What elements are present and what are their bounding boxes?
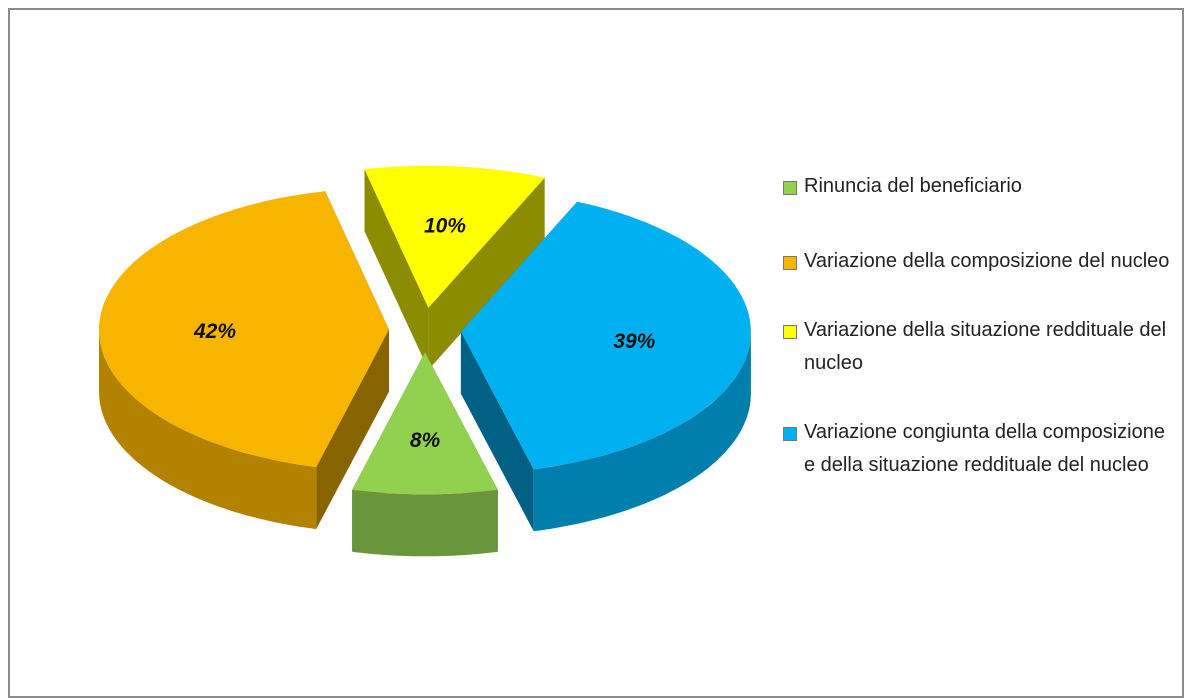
legend-swatch [783,181,797,195]
legend-label: Variazione della composizione del nucleo [804,250,1170,272]
slice-wall [428,177,545,370]
legend-swatch [783,256,797,270]
legend-entry: Variazione della composizione del nucleo [780,245,1180,278]
slice-top [364,165,545,308]
slice [99,191,389,530]
legend-entry: Variazione della situazione reddituale d… [780,314,1180,380]
slice-top [99,191,389,468]
data-label: 10% [424,215,466,238]
data-label: 39% [613,330,655,353]
slice [352,352,498,557]
legend-swatch [783,325,797,339]
legend-swatch [783,427,797,441]
legend-label: Rinuncia del beneficiario [804,175,1022,197]
slice-side [352,489,498,557]
slice-wall [460,331,534,532]
legend-label: Variazione congiunta della composizione … [804,421,1165,476]
slice-side [99,329,317,530]
slice-wall [364,169,429,370]
data-label: 42% [193,320,236,343]
slice-side [533,331,751,532]
legend-entry: Rinuncia del beneficiario [780,170,1180,203]
slice-top [352,352,498,495]
slice-top [460,201,751,470]
data-label: 8% [410,429,441,452]
legend-label: Variazione della situazione reddituale d… [804,319,1167,374]
slice-wall [316,329,389,530]
slice [364,165,545,370]
slice [460,201,751,532]
legend: Rinuncia del beneficiario Variazione dell… [780,170,1180,518]
legend-entry: Variazione congiunta della composizione … [780,416,1180,482]
